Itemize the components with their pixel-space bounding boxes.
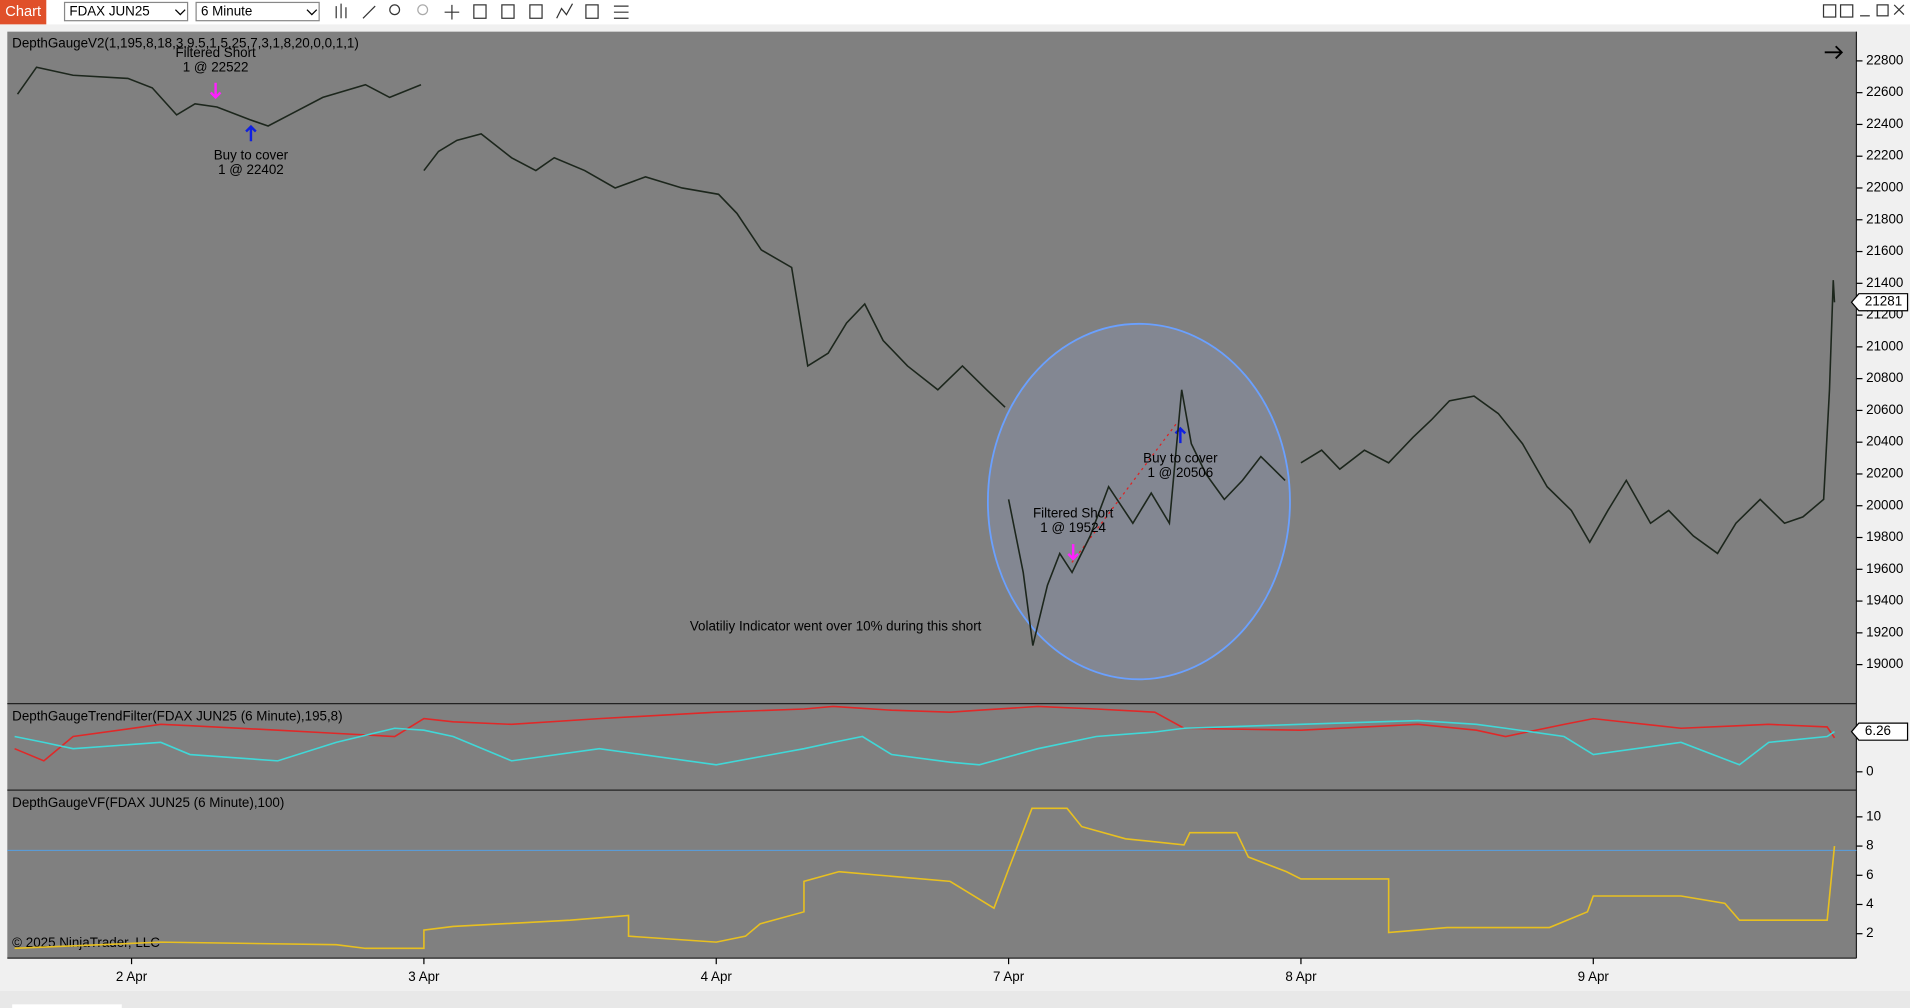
y-tick-label: 20200 [1866, 466, 1903, 481]
y-tick-label: 22600 [1866, 84, 1903, 99]
dropdown-caret [174, 9, 186, 16]
annotation: Filtered Short [1033, 505, 1114, 520]
y-tick-label: 19000 [1866, 656, 1903, 671]
y-tick-label: 22200 [1866, 148, 1903, 163]
x-tick-label: 4 Apr [701, 969, 733, 984]
y-tick-label: 20400 [1866, 434, 1903, 449]
x-tick-label: 3 Apr [408, 969, 440, 984]
plot-bg [7, 31, 1857, 959]
tab-label[interactable]: Chart [5, 4, 41, 20]
annotation: Buy to cover [214, 147, 289, 162]
annotation: Buy to cover [1143, 450, 1218, 465]
scrollbar[interactable] [0, 990, 1910, 1008]
y-tick-label: 2 [1866, 925, 1873, 940]
last-value-box [1850, 722, 1909, 741]
instrument-label[interactable]: FDAX JUN25 [69, 4, 149, 19]
sell-arrow [209, 82, 222, 100]
toolbar-icons[interactable] [335, 3, 1905, 20]
panel-title: DepthGaugeV2(1,195,8,18,3,9.5,1.5,25,7,3… [12, 35, 359, 50]
y-tick-label: 19600 [1866, 561, 1903, 576]
interval-select[interactable] [195, 1, 320, 22]
annotation: 1 @ 22522 [183, 60, 249, 75]
scroll-thumb[interactable] [12, 1004, 122, 1008]
last-value-label: 6.26 [1865, 723, 1891, 738]
series-line [14, 705, 1836, 762]
y-tick-label: 10 [1866, 808, 1881, 823]
x-tick-label: 9 Apr [1578, 969, 1610, 984]
y-tick-label: 21800 [1866, 211, 1903, 226]
scroll-arrow[interactable] [1824, 45, 1844, 60]
annotation: Volatiliy Indicator went over 10% during… [690, 618, 982, 633]
y-tick-label: 20800 [1866, 370, 1903, 385]
tab[interactable] [0, 0, 47, 25]
y-tick-label: 19200 [1866, 624, 1903, 639]
series-line [14, 719, 1835, 766]
x-tick-label: 2 Apr [116, 969, 148, 984]
series-line [16, 66, 1836, 646]
last-value-box [1850, 293, 1909, 312]
sell-arrow [1067, 544, 1079, 561]
y-tick-label: 19800 [1866, 529, 1903, 544]
y-tick-label: 20000 [1866, 497, 1903, 512]
y-tick-label: 22400 [1866, 116, 1903, 131]
last-value-label: 21281 [1865, 294, 1902, 309]
y-tick-label: 0 [1866, 763, 1873, 778]
annotation: 1 @ 19524 [1040, 520, 1106, 535]
interval-label[interactable]: 6 Minute [201, 4, 252, 19]
annotation: Filtered Short [175, 45, 256, 60]
y-tick-label: 6 [1866, 867, 1873, 882]
annotation: 1 @ 22402 [218, 162, 284, 177]
dropdown-caret [306, 9, 318, 16]
y-tick-label: 19400 [1866, 593, 1903, 608]
panel-title: DepthGaugeVF(FDAX JUN25 (6 Minute),100) [12, 795, 284, 810]
y-tick-label: 22000 [1866, 180, 1903, 195]
y-tick-label: 20600 [1866, 402, 1903, 417]
y-tick-label: 21600 [1866, 243, 1903, 258]
y-tick-label: 22800 [1866, 52, 1903, 67]
buy-arrow [245, 124, 257, 142]
x-tick-label: 7 Apr [993, 969, 1025, 984]
x-tick-label: 8 Apr [1285, 969, 1317, 984]
series-line [14, 807, 1836, 950]
y-tick-label: 21000 [1866, 338, 1903, 353]
y-tick-label: 4 [1866, 896, 1874, 911]
y-tick-label: 8 [1866, 838, 1873, 853]
y-tick-label: 21400 [1866, 275, 1903, 290]
instrument-select[interactable] [63, 1, 189, 22]
highlight-ellipse [986, 322, 1291, 681]
annotation: 1 @ 20506 [1148, 465, 1214, 480]
panel-title: DepthGaugeTrendFilter(FDAX JUN25 (6 Minu… [12, 709, 342, 724]
